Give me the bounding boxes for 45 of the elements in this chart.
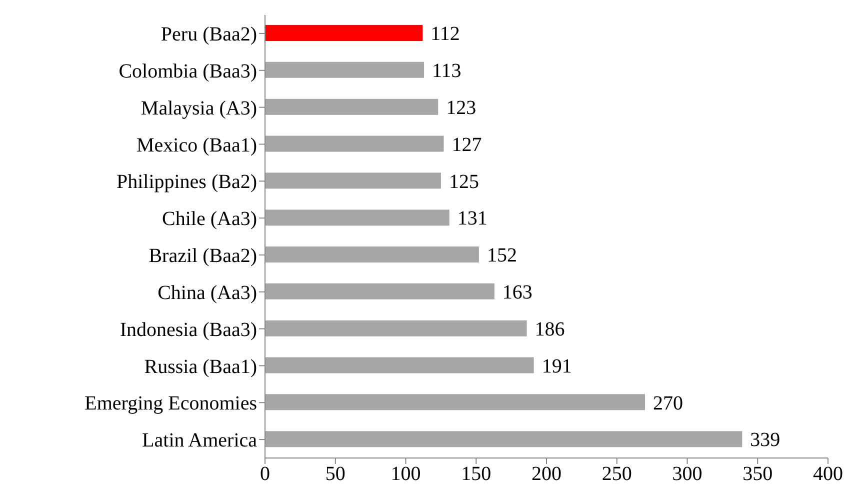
y-tick-label: Malaysia (A3) bbox=[140, 97, 257, 120]
x-tick-label: 150 bbox=[461, 463, 492, 486]
y-tick-label: Mexico (Baa1) bbox=[136, 134, 257, 156]
y-tick-label: Chile (Aa3) bbox=[162, 208, 257, 230]
x-tick-label: 0 bbox=[260, 463, 270, 486]
bar bbox=[265, 394, 646, 410]
bar bbox=[265, 62, 424, 78]
data-label: 270 bbox=[653, 392, 684, 414]
bar bbox=[265, 357, 534, 374]
bar bbox=[265, 320, 527, 336]
bar bbox=[265, 246, 479, 262]
data-label: 113 bbox=[432, 60, 462, 82]
data-label: 112 bbox=[430, 23, 460, 46]
y-tick-label: Russia (Baa1) bbox=[144, 356, 257, 378]
bar bbox=[265, 25, 423, 41]
x-tick-label: 400 bbox=[813, 463, 843, 486]
bar bbox=[265, 98, 438, 115]
x-tick-label: 350 bbox=[742, 463, 773, 486]
bar bbox=[265, 210, 450, 226]
y-tick-label: Brazil (Baa2) bbox=[148, 245, 257, 268]
data-label: 131 bbox=[457, 208, 488, 230]
data-label: 186 bbox=[534, 318, 565, 340]
y-tick-label: Emerging Economies bbox=[84, 392, 258, 415]
data-label: 339 bbox=[750, 429, 780, 452]
x-tick-label: 50 bbox=[325, 463, 346, 486]
data-label: 191 bbox=[542, 355, 572, 378]
data-label: 125 bbox=[448, 170, 479, 193]
x-tick-label: 250 bbox=[602, 463, 632, 486]
bar bbox=[265, 431, 742, 448]
x-tick-label: 100 bbox=[390, 463, 421, 486]
x-tick-label: 200 bbox=[532, 463, 562, 486]
y-tick-label: Colombia (Baa3) bbox=[118, 60, 257, 82]
y-tick-label: Peru (Baa2) bbox=[160, 24, 257, 46]
bar bbox=[265, 283, 494, 300]
data-label: 163 bbox=[502, 282, 532, 304]
y-tick-label: Indonesia (Baa3) bbox=[120, 318, 257, 341]
x-tick-label: 300 bbox=[672, 463, 702, 486]
data-label: 123 bbox=[446, 96, 476, 119]
y-tick-label: Latin America bbox=[142, 430, 258, 452]
y-tick-label: China (Aa3) bbox=[158, 282, 257, 304]
data-label: 152 bbox=[486, 244, 517, 267]
y-tick-label: Philippines (Ba2) bbox=[116, 171, 257, 194]
bar bbox=[265, 172, 441, 189]
data-label: 127 bbox=[452, 134, 482, 156]
bar bbox=[265, 136, 444, 152]
